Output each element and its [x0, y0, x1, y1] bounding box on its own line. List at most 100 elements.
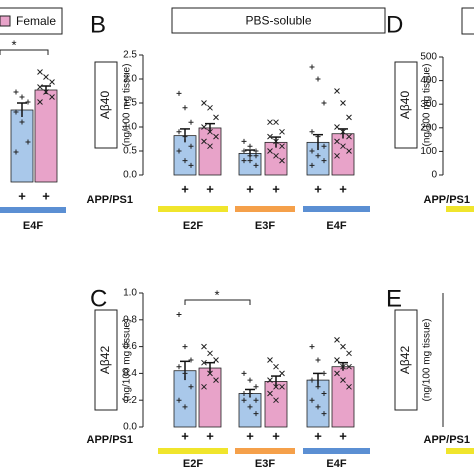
data-point [253, 148, 259, 154]
data-point [213, 114, 219, 121]
data-point [279, 383, 285, 390]
genotype-label: + [246, 428, 254, 443]
category-strip [446, 448, 474, 454]
data-point [176, 129, 182, 135]
genotype-label: + [42, 188, 50, 203]
data-point [253, 162, 259, 168]
data-point [279, 370, 285, 377]
y-tick-label: 200 [420, 122, 437, 133]
data-point [309, 377, 315, 383]
data-point [334, 88, 340, 94]
data-point [273, 383, 279, 390]
data-point [247, 391, 253, 396]
row-label: APP/PS1 [424, 194, 470, 206]
data-point [43, 89, 49, 95]
data-point [241, 148, 247, 154]
genotype-label: + [314, 181, 322, 196]
data-point [334, 152, 340, 159]
data-point [176, 148, 182, 154]
data-point [340, 100, 346, 106]
significance-label: * [11, 37, 16, 52]
data-point [273, 363, 279, 370]
data-point [13, 89, 19, 95]
data-point [267, 357, 273, 363]
y-tick-label: 400 [420, 75, 437, 86]
y-axis-unit: (ng/100 mg tissue) [122, 64, 133, 147]
legend-label: Female [16, 14, 56, 28]
legend-swatch [0, 15, 11, 27]
row-label: APP/PS1 [87, 434, 133, 446]
y-axis-unit: (ng/100 mg tissue) [122, 319, 133, 402]
data-point [315, 384, 321, 390]
data-point [247, 143, 253, 149]
data-point [182, 105, 188, 111]
data-point [315, 153, 321, 159]
y-label-box [394, 309, 418, 411]
data-point [340, 343, 346, 350]
data-point [182, 134, 188, 140]
data-point [247, 158, 253, 164]
data-point [201, 383, 207, 390]
genotype-label: + [181, 181, 189, 196]
y-tick-label: 0.8 [123, 314, 137, 325]
category-strip [303, 448, 370, 454]
data-point [182, 344, 188, 350]
data-point [315, 357, 321, 363]
genotype-label: + [272, 181, 280, 196]
data-point [188, 143, 194, 149]
data-point [279, 128, 285, 135]
significance-label: * [214, 287, 219, 302]
data-point [340, 128, 346, 135]
data-point [279, 157, 285, 164]
data-point [207, 104, 213, 111]
data-point [188, 357, 194, 363]
data-point [207, 370, 213, 377]
data-point [340, 377, 346, 383]
significance-bracket [184, 299, 251, 305]
data-point [309, 397, 315, 403]
data-point [273, 119, 279, 126]
data-point [346, 114, 352, 121]
data-point [176, 397, 182, 403]
data-point [279, 143, 285, 150]
y-tick-label: 0.0 [123, 422, 137, 433]
data-point [346, 350, 352, 357]
category-strip [0, 207, 66, 213]
chart-title: PBS-soluble [245, 14, 311, 28]
data-point [267, 390, 273, 397]
panel-letter: C [90, 285, 107, 312]
data-point [37, 99, 43, 105]
data-point [201, 138, 207, 145]
data-point [321, 158, 327, 164]
y-axis-label: Aβ42 [398, 346, 412, 375]
data-point [346, 363, 352, 370]
y-tick-label: 0.2 [123, 395, 137, 406]
y-axis-label: Aβ42 [98, 346, 112, 375]
data-point [201, 124, 207, 130]
row-label: APP/PS1 [424, 434, 470, 446]
data-point [273, 138, 279, 145]
data-point [43, 74, 49, 80]
y-tick-label: 0.0 [123, 170, 137, 181]
data-point [253, 153, 259, 159]
category-strip [235, 206, 295, 212]
data-point [176, 90, 182, 96]
genotype-label: + [314, 428, 322, 443]
data-point [315, 134, 321, 140]
data-point [213, 133, 219, 140]
data-point [19, 119, 25, 125]
y-tick-label: 100 [420, 146, 437, 157]
y-tick-label: 2.5 [123, 50, 137, 61]
data-point [241, 158, 247, 164]
y-axis-label: Aβ40 [98, 91, 112, 120]
panel-letter: B [90, 11, 106, 38]
genotype-label: + [206, 428, 214, 443]
data-point [13, 149, 19, 155]
data-point [201, 359, 207, 366]
data-point [176, 311, 182, 317]
category-strip [158, 206, 228, 212]
data-point [207, 143, 213, 150]
data-point [19, 94, 25, 100]
data-point [321, 411, 327, 417]
